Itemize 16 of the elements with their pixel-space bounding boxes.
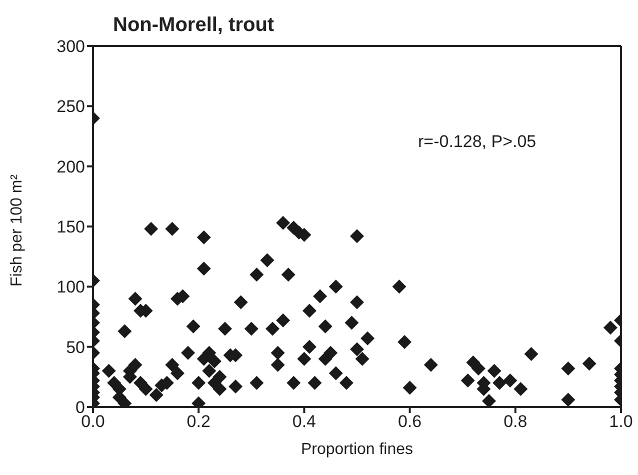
x-tick-label: 1.0 bbox=[609, 412, 633, 432]
x-tick-label: 0.6 bbox=[398, 412, 422, 432]
y-tick-label: 100 bbox=[56, 278, 85, 297]
y-tick-label: 300 bbox=[56, 37, 85, 56]
y-tick-label: 200 bbox=[56, 157, 85, 176]
x-tick-label: 0.2 bbox=[186, 412, 210, 432]
x-axis-title: Proportion fines bbox=[300, 441, 414, 458]
y-tick-label: 250 bbox=[56, 97, 85, 116]
chart-title: Non-Morell, trout bbox=[113, 14, 274, 37]
x-tick-label: 0.0 bbox=[81, 412, 105, 432]
annotation: r=-0.128, P>.05 bbox=[418, 132, 536, 152]
y-axis-title: Fish per 100 m² bbox=[8, 174, 26, 286]
y-tick-label: 150 bbox=[56, 218, 85, 237]
x-tick-label: 0.8 bbox=[504, 412, 528, 432]
x-tick-label: 0.4 bbox=[292, 412, 316, 432]
y-tick-label: 50 bbox=[66, 338, 85, 357]
